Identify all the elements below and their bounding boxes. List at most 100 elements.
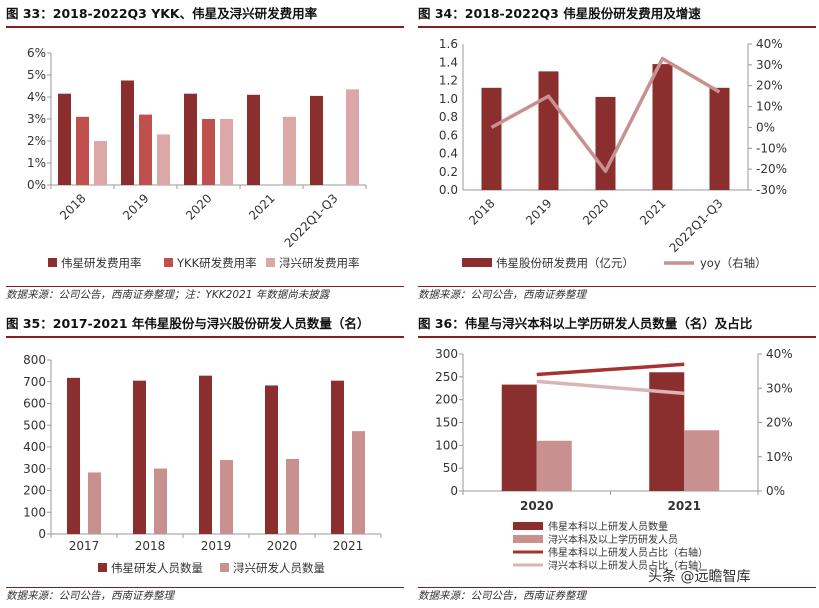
right-tick-label: 10%: [766, 450, 793, 464]
right-tick-label: 0%: [766, 484, 785, 498]
bar: [220, 460, 233, 534]
right-tick-label: 30%: [756, 58, 783, 72]
right-tick-label: 10%: [756, 100, 783, 114]
bar: [652, 64, 673, 190]
legend-swatch: [164, 258, 173, 267]
right-tick-label: 30%: [766, 381, 793, 395]
y-tick-label: 200: [435, 393, 458, 407]
x-tick-label: 2018: [466, 196, 497, 227]
y-tick-label: 250: [435, 370, 458, 384]
bar: [538, 71, 559, 190]
x-tick-label: 2019: [523, 196, 554, 227]
bar: [481, 87, 502, 190]
legend-swatch: [266, 258, 275, 267]
x-tick-label: 2022Q1-Q3: [282, 191, 341, 250]
legend-swatch: [513, 522, 543, 530]
bar: [202, 119, 215, 185]
legend-label: 浔兴本科以上研发人员占比（右轴）: [548, 559, 708, 572]
source-note: 数据来源：公司公告，西南证券整理；注：YKK2021 年数据尚未披露: [6, 286, 404, 303]
y-tick-label: 1.4: [439, 55, 458, 69]
legend-label: 伟星股份研发费用（亿元）: [496, 256, 634, 270]
x-tick-label: 2017: [69, 539, 100, 553]
bar: [88, 472, 101, 534]
bar: [709, 87, 730, 190]
bar: [121, 80, 134, 185]
x-tick-label: 2020: [183, 191, 214, 222]
x-tick-label: 2018: [135, 539, 166, 553]
figure-title: 图 34：2018-2022Q3 伟星股份研发费用及增速: [418, 4, 816, 28]
source-note: 数据来源：公司公告，西南证券整理: [418, 587, 816, 604]
x-tick-label: 2019: [120, 191, 151, 222]
legend-label: 浔兴研发人员数量: [233, 561, 325, 575]
source-note: 数据来源：公司公告，西南证券整理: [6, 587, 404, 604]
series-line: [536, 379, 685, 396]
legend-swatch: [220, 563, 229, 572]
bar: [199, 375, 212, 534]
y-tick-label: 5%: [27, 68, 46, 82]
legend-label: 伟星本科以上研发人员数量: [548, 520, 668, 533]
y-tick-label: 6%: [27, 46, 46, 60]
series-line: [490, 56, 721, 173]
legend-swatch: [513, 535, 543, 543]
legend-label: 浔兴研发费用率: [279, 256, 360, 270]
bar: [331, 380, 344, 534]
bar: [76, 116, 89, 185]
x-tick-label: 2021: [246, 191, 277, 222]
watermark: 头条 @远瞻智库: [648, 569, 751, 585]
y-tick-label: 200: [23, 484, 46, 498]
y-tick-label: 700: [23, 375, 46, 389]
right-tick-label: 20%: [756, 79, 783, 93]
y-tick-label: 0.2: [439, 165, 458, 179]
bar: [139, 114, 152, 185]
legend-label: yoy（右轴）: [700, 256, 767, 270]
y-tick-label: 0.6: [439, 128, 458, 142]
legend-swatch: [462, 258, 492, 267]
legend-label: 伟星研发费用率: [61, 256, 142, 270]
bar: [595, 96, 616, 190]
chart-4-svg: 0 50 100 150 200 250 300 0% 10% 20% 30% 40% 2020 2021…: [435, 347, 793, 572]
legend-label: 伟星研发人员数量: [111, 561, 203, 575]
bar: [154, 468, 167, 534]
y-tick-label: 300: [23, 462, 46, 476]
y-tick-label: 400: [23, 440, 46, 454]
x-tick-label: 2021: [637, 196, 668, 227]
right-tick-label: 40%: [766, 347, 793, 361]
y-tick-label: 2%: [27, 134, 46, 148]
bar: [67, 377, 80, 534]
chart-1-svg: 0% 1% 2% 3% 4% 5% 6% 2018 2019 2020 2021 2022Q1-Q3 伟…: [27, 46, 367, 270]
x-tick-label: 2020: [267, 539, 298, 553]
right-tick-label: -10%: [756, 141, 787, 155]
bar: [133, 380, 146, 534]
legend-swatch: [48, 258, 57, 267]
bar: [220, 119, 233, 185]
right-tick-label: 40%: [756, 37, 783, 51]
figure-title: 图 35：2017-2021 年伟星股份与浔兴股份研发人员数量（名）: [6, 314, 404, 338]
legend-swatch: [98, 563, 107, 572]
bar: [501, 384, 537, 491]
y-tick-label: 500: [23, 418, 46, 432]
x-tick-label: 2021: [668, 499, 701, 513]
y-tick-label: 0%: [27, 178, 46, 192]
bar: [684, 430, 720, 491]
y-tick-label: 1%: [27, 156, 46, 170]
y-tick-label: 100: [23, 505, 46, 519]
chart-2-svg: 0.0 0.2 0.4 0.6 0.8 1.0 1.2 1.4 1.6 -30% -20% -10% 0…: [439, 37, 787, 270]
right-tick-label: -20%: [756, 162, 787, 176]
y-tick-label: 4%: [27, 90, 46, 104]
x-tick-label: 2020: [520, 499, 553, 513]
y-tick-label: 0.4: [439, 147, 458, 161]
bar: [157, 134, 170, 185]
source-note: 数据来源：公司公告，西南证券整理: [418, 286, 816, 303]
bar: [265, 385, 278, 534]
y-tick-label: 0.8: [439, 110, 458, 124]
bar: [286, 458, 299, 534]
figure-title: 图 36：伟星与浔兴本科以上学历研发人员数量（名）及占比: [418, 314, 816, 338]
bar: [184, 93, 197, 185]
legend-label: 浔兴本科及以上学历研发人员: [548, 533, 678, 546]
y-tick-label: 3%: [27, 112, 46, 126]
series-line: [536, 362, 685, 377]
y-tick-label: 1.6: [439, 37, 458, 51]
bar: [247, 94, 260, 185]
bar: [536, 440, 572, 491]
y-tick-label: 800: [23, 353, 46, 367]
